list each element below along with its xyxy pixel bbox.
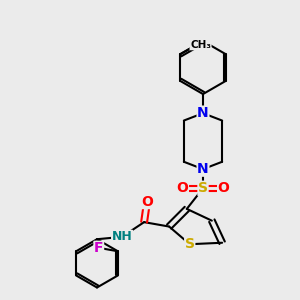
Text: N: N <box>197 162 209 176</box>
Text: S: S <box>198 181 208 195</box>
Text: F: F <box>94 241 104 255</box>
Text: O: O <box>141 194 153 208</box>
Text: S: S <box>185 237 195 251</box>
Text: N: N <box>197 106 209 120</box>
Text: NH: NH <box>112 230 132 243</box>
Text: O: O <box>176 181 188 195</box>
Text: CH₃: CH₃ <box>190 40 211 50</box>
Text: O: O <box>218 181 230 195</box>
